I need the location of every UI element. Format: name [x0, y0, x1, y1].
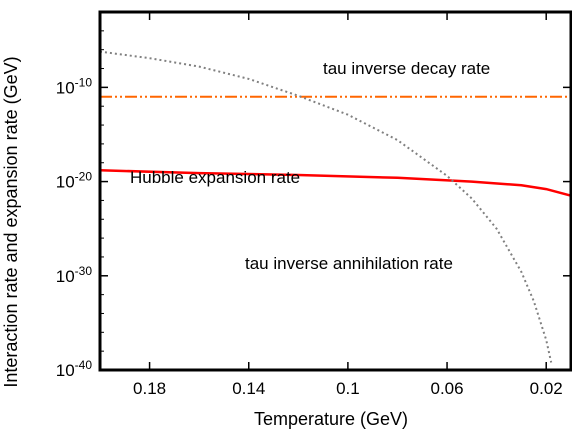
- plot-frame: [98, 10, 572, 372]
- x-tick-label: 0.06: [431, 379, 464, 398]
- series-label-hubble: Hubble expansion rate: [130, 168, 300, 187]
- x-tick-label: 0.1: [336, 379, 360, 398]
- series-line-1: [99, 169, 572, 197]
- x-tick-label: 0.14: [232, 379, 265, 398]
- y-axis-label: Interaction rate and expansion rate (GeV…: [1, 56, 21, 387]
- y-tick-label: 10-40: [56, 358, 93, 380]
- x-tick-labels: 0.18 0.14 0.1 0.06 0.02: [133, 379, 563, 398]
- x-tick-label: 0.02: [530, 379, 563, 398]
- y-tick-label: 10-20: [56, 170, 93, 192]
- series-layer: [99, 50, 572, 363]
- series-line-2: [99, 50, 553, 363]
- x-tick-label: 0.18: [133, 379, 166, 398]
- y-tick-label: 10-10: [56, 75, 93, 97]
- y-tick-label: 10-30: [56, 264, 93, 286]
- x-axis-label: Temperature (GeV): [254, 409, 408, 429]
- y-tick-labels: 10-10 10-20 10-30 10-40: [56, 75, 93, 380]
- series-label-annihilation: tau inverse annihilation rate: [245, 254, 453, 273]
- series-label-decay: tau inverse decay rate: [323, 59, 490, 78]
